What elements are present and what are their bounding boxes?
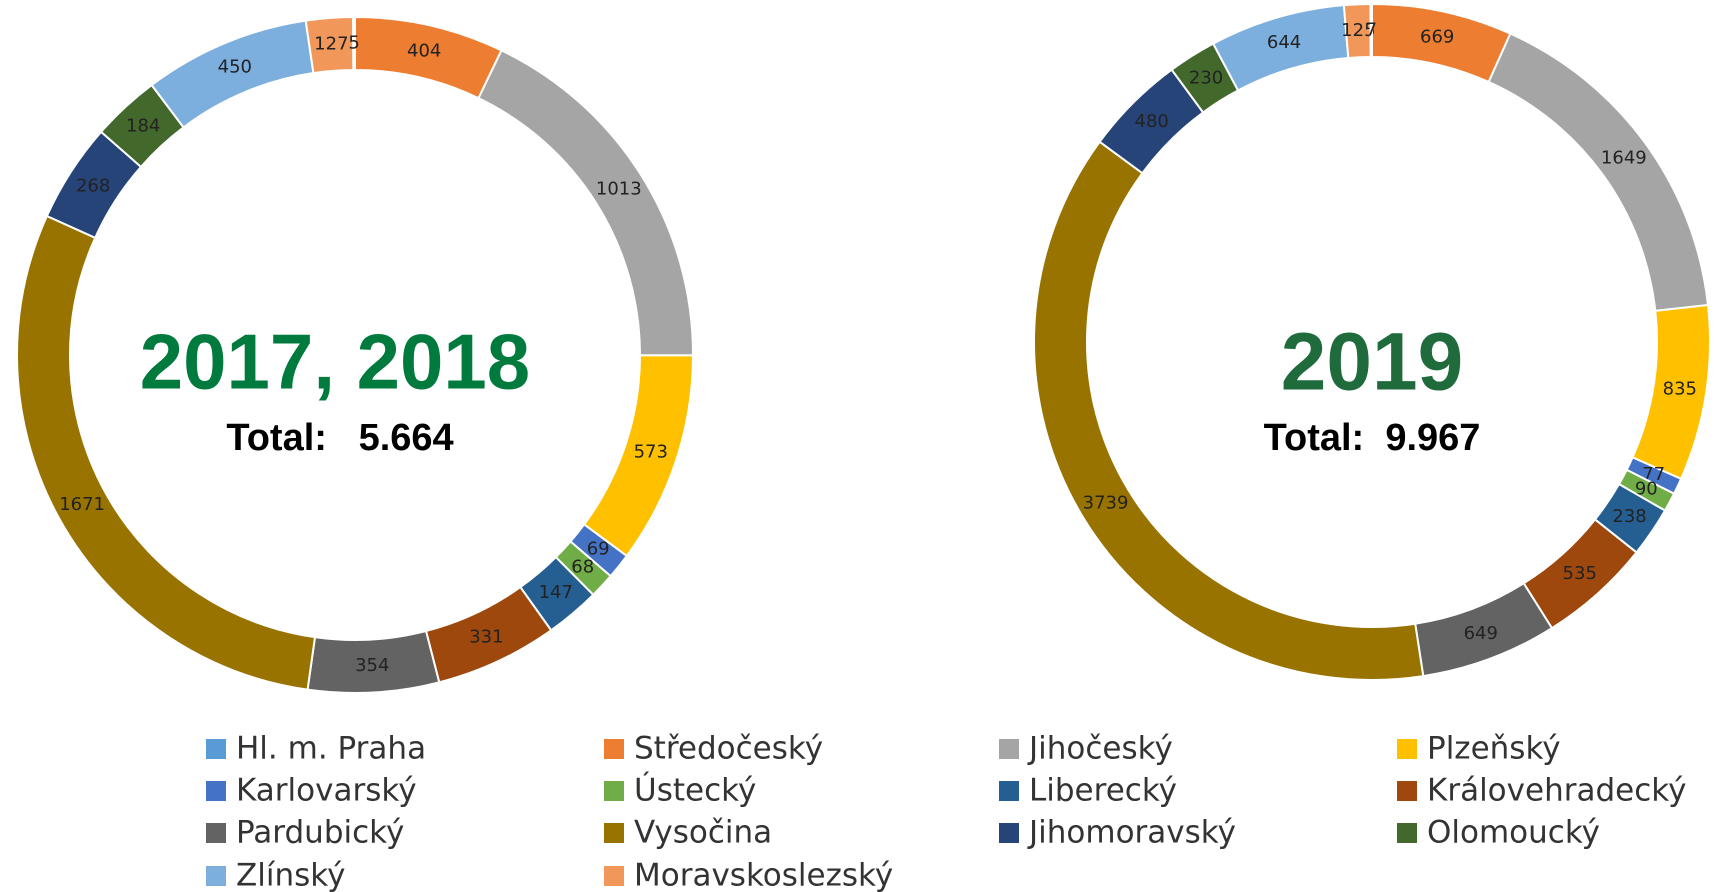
- value-label: 69: [587, 539, 610, 560]
- legend-swatch: [604, 823, 624, 843]
- legend-swatch: [604, 739, 624, 759]
- value-label: 644: [1267, 32, 1301, 53]
- value-label: 7: [1366, 20, 1377, 41]
- legend-label: Zlínský: [236, 858, 345, 892]
- legend-swatch: [1397, 781, 1417, 801]
- legend-label: Olomoucký: [1427, 815, 1600, 851]
- value-label: 354: [355, 655, 389, 676]
- value-label: 147: [539, 582, 573, 603]
- value-label: 90: [1635, 479, 1658, 500]
- chart-title: 2019: [1281, 317, 1463, 408]
- legend-swatch: [206, 823, 226, 843]
- value-label: 268: [76, 175, 110, 196]
- donut-slice: [477, 49, 695, 357]
- legend-label: Moravskoslezský: [634, 858, 893, 892]
- value-label: 238: [1612, 506, 1646, 527]
- value-label: 68: [571, 557, 594, 578]
- donut-slice: [1033, 140, 1425, 681]
- value-label: 404: [407, 40, 441, 61]
- value-label: 1649: [1601, 148, 1647, 169]
- donut-slice: [1369, 2, 1373, 59]
- legend-swatch: [604, 866, 624, 886]
- legend-swatch: [1397, 739, 1417, 759]
- value-label: 1671: [59, 494, 105, 515]
- legend-swatch: [999, 781, 1019, 801]
- value-label: 535: [1563, 563, 1597, 584]
- legend-swatch: [604, 781, 624, 801]
- total-label: Total: 9.967: [1264, 417, 1481, 459]
- chart-title: 2017, 2018: [140, 318, 530, 406]
- legend-label: Královehradecký: [1427, 773, 1686, 809]
- legend-label: Karlovarský: [236, 773, 417, 809]
- value-label: 649: [1464, 623, 1498, 644]
- legend-label: Ústecký: [634, 772, 756, 809]
- legend-swatch: [1397, 823, 1417, 843]
- legend-label: Plzeňský: [1427, 731, 1561, 767]
- value-label: 835: [1663, 379, 1697, 400]
- legend-swatch: [206, 739, 226, 759]
- value-label: 5: [348, 33, 359, 54]
- value-label: 1013: [596, 178, 642, 199]
- value-label: 125: [1341, 20, 1375, 41]
- value-label: 230: [1189, 67, 1223, 88]
- legend-label: Liberecký: [1029, 773, 1177, 809]
- value-label: 127: [314, 33, 348, 54]
- legend-swatch: [999, 823, 1019, 843]
- donut-slice: [352, 15, 356, 72]
- value-label: 184: [126, 116, 160, 137]
- value-label: 450: [218, 57, 252, 78]
- value-label: 669: [1420, 26, 1454, 47]
- total-label: Total: 5.664: [226, 417, 453, 459]
- legend-label: Středočeský: [634, 731, 823, 767]
- donut-slice: [1487, 32, 1710, 312]
- value-label: 480: [1135, 111, 1169, 132]
- legend-label: Jihočeský: [1027, 731, 1173, 767]
- legend-swatch: [999, 739, 1019, 759]
- legend-swatch: [206, 866, 226, 886]
- legend-label: Jihomoravský: [1027, 815, 1236, 851]
- legend-swatch: [206, 781, 226, 801]
- value-label: 331: [469, 626, 503, 647]
- value-label: 573: [634, 442, 668, 463]
- value-label: 3739: [1083, 492, 1129, 513]
- legend-label: Vysočina: [634, 815, 772, 851]
- legend-label: Pardubický: [236, 815, 404, 851]
- legend-label: Hl. m. Praha: [236, 731, 426, 767]
